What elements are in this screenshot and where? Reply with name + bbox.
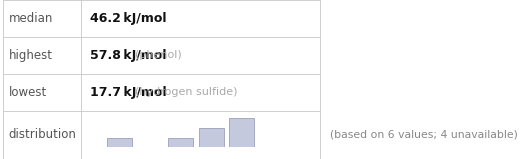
Text: lowest: lowest (9, 86, 47, 99)
Text: 46.2 kJ/mol: 46.2 kJ/mol (90, 12, 166, 25)
Text: 17.7 kJ/mol: 17.7 kJ/mol (90, 86, 166, 99)
Text: 57.8 kJ/mol: 57.8 kJ/mol (90, 49, 166, 62)
Text: (based on 6 values; 4 unavailable): (based on 6 values; 4 unavailable) (330, 130, 518, 140)
Text: distribution: distribution (9, 128, 77, 141)
Text: highest: highest (9, 49, 53, 62)
Text: (hydrogen sulfide): (hydrogen sulfide) (135, 87, 238, 97)
Text: median: median (9, 12, 53, 25)
Text: (phenol): (phenol) (135, 50, 182, 60)
